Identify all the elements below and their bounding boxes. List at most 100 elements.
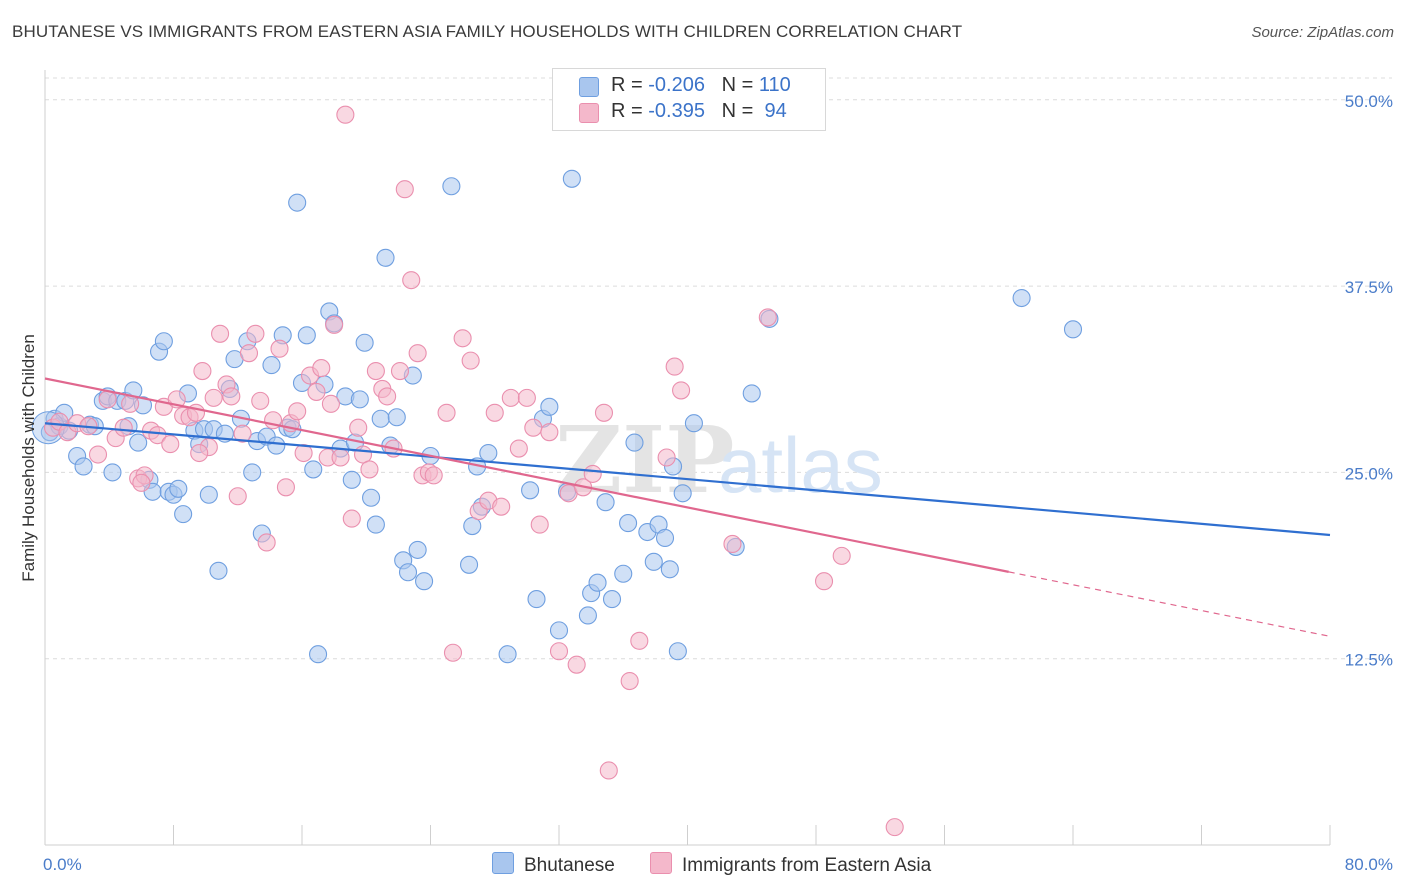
point-bhutanese bbox=[129, 433, 148, 452]
point-bhutanese bbox=[578, 606, 597, 625]
point-immigrants bbox=[276, 478, 295, 497]
point-bhutanese bbox=[304, 460, 323, 479]
point-bhutanese bbox=[588, 573, 607, 592]
y-tick-label: 25.0% bbox=[1345, 464, 1393, 483]
point-bhutanese bbox=[549, 621, 569, 640]
legend-swatch-immigrants bbox=[579, 103, 599, 123]
point-bhutanese bbox=[742, 384, 761, 403]
point-bhutanese bbox=[199, 485, 218, 504]
point-bhutanese bbox=[376, 248, 395, 267]
point-bhutanese bbox=[366, 515, 385, 534]
point-immigrants bbox=[204, 388, 223, 407]
point-bhutanese bbox=[342, 470, 361, 489]
point-immigrants bbox=[509, 439, 528, 458]
legend-n-label: N = bbox=[721, 100, 759, 122]
point-immigrants bbox=[148, 426, 167, 445]
point-immigrants bbox=[453, 329, 472, 348]
point-immigrants bbox=[98, 390, 117, 409]
series-immigrants-points bbox=[43, 105, 904, 837]
point-immigrants bbox=[360, 460, 379, 479]
point-bhutanese bbox=[1063, 320, 1083, 339]
point-bhutanese bbox=[655, 528, 675, 548]
point-immigrants bbox=[211, 324, 230, 343]
point-immigrants bbox=[228, 487, 247, 506]
point-bhutanese bbox=[527, 590, 546, 609]
legend-r-value: -0.395 bbox=[648, 100, 705, 122]
point-immigrants bbox=[325, 315, 344, 334]
legend-r-value: -0.206 bbox=[648, 74, 705, 96]
point-immigrants bbox=[657, 448, 676, 467]
point-bhutanese bbox=[309, 645, 328, 664]
point-bhutanese bbox=[644, 552, 663, 571]
point-bhutanese bbox=[243, 463, 262, 482]
point-immigrants bbox=[378, 387, 397, 406]
point-bhutanese bbox=[619, 514, 638, 533]
correlation-legend: R = -0.206 N = 110 R = -0.395 N = 94 bbox=[552, 68, 826, 131]
point-bhutanese bbox=[297, 326, 316, 345]
point-immigrants bbox=[630, 631, 649, 650]
bottom-legend-label: Immigrants from Eastern Asia bbox=[682, 855, 932, 876]
point-immigrants bbox=[312, 359, 331, 378]
point-bhutanese bbox=[398, 563, 418, 582]
point-bhutanese bbox=[540, 397, 559, 416]
point-immigrants bbox=[88, 445, 108, 464]
point-bhutanese bbox=[169, 479, 188, 498]
point-bhutanese bbox=[74, 457, 93, 476]
point-immigrants bbox=[408, 344, 427, 363]
point-immigrants bbox=[540, 423, 559, 442]
point-immigrants bbox=[193, 362, 212, 381]
point-bhutanese bbox=[267, 436, 286, 455]
bottom-legend-bhutanese: Bhutanese bbox=[492, 852, 615, 877]
y-tick-label: 12.5% bbox=[1345, 651, 1393, 670]
bottom-legend-immigrants: Immigrants from Eastern Asia bbox=[650, 852, 931, 877]
source-label: Source: ZipAtlas.com bbox=[1251, 24, 1394, 41]
point-bhutanese bbox=[596, 493, 615, 512]
point-bhutanese bbox=[415, 572, 434, 591]
point-immigrants bbox=[665, 357, 684, 376]
axes bbox=[44, 70, 1331, 846]
point-bhutanese bbox=[498, 645, 517, 664]
point-immigrants bbox=[549, 642, 569, 661]
point-immigrants bbox=[485, 403, 504, 422]
point-immigrants bbox=[885, 818, 904, 837]
trend-line-bhutanese bbox=[44, 422, 1331, 537]
point-immigrants bbox=[424, 466, 443, 485]
point-immigrants bbox=[758, 308, 777, 327]
point-immigrants bbox=[492, 497, 511, 516]
point-immigrants bbox=[594, 403, 614, 422]
point-immigrants bbox=[349, 418, 368, 437]
point-immigrants bbox=[517, 388, 536, 407]
point-immigrants bbox=[251, 391, 270, 410]
point-immigrants bbox=[832, 546, 851, 565]
point-immigrants bbox=[307, 382, 326, 401]
trend-lines bbox=[44, 377, 1331, 637]
point-immigrants bbox=[524, 418, 543, 437]
point-immigrants bbox=[336, 105, 355, 124]
legend-r-label: R = bbox=[611, 100, 649, 122]
y-tick-label: 37.5% bbox=[1345, 278, 1393, 297]
point-bhutanese bbox=[387, 408, 406, 427]
point-bhutanese bbox=[371, 409, 390, 428]
point-bhutanese bbox=[614, 564, 633, 583]
point-bhutanese bbox=[673, 484, 692, 503]
point-bhutanese bbox=[209, 561, 228, 580]
point-bhutanese bbox=[479, 443, 498, 463]
point-bhutanese bbox=[602, 590, 622, 609]
point-immigrants bbox=[257, 533, 276, 552]
point-immigrants bbox=[366, 362, 385, 381]
point-immigrants bbox=[437, 403, 456, 422]
point-immigrants bbox=[114, 418, 133, 437]
series-bhutanese-points bbox=[31, 169, 1083, 664]
x-tick-label: 0.0% bbox=[43, 855, 82, 874]
watermark-atlas: atlas bbox=[718, 421, 883, 509]
point-immigrants bbox=[239, 344, 259, 363]
point-immigrants bbox=[331, 448, 350, 467]
point-bhutanese bbox=[350, 390, 369, 409]
y-tick-label: 50.0% bbox=[1345, 92, 1393, 111]
point-immigrants bbox=[270, 339, 289, 358]
point-bhutanese bbox=[1012, 288, 1031, 308]
point-immigrants bbox=[246, 324, 265, 343]
chart-title: BHUTANESE VS IMMIGRANTS FROM EASTERN ASI… bbox=[12, 22, 963, 41]
point-bhutanese bbox=[442, 177, 461, 196]
